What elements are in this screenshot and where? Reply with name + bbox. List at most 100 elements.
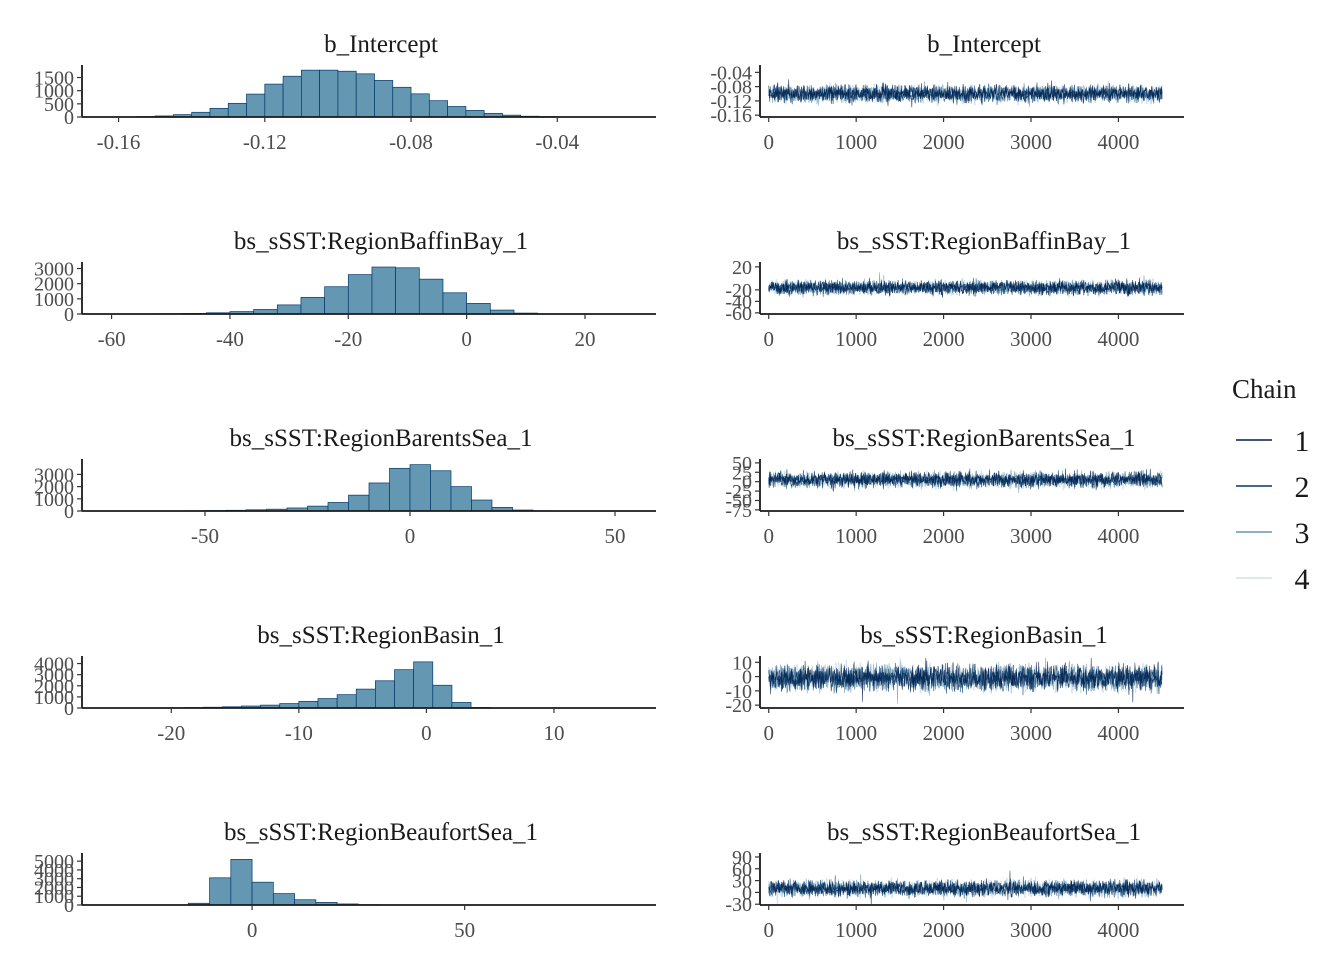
chain-1-trace [768, 878, 1163, 905]
panel-title: b_Intercept [324, 31, 438, 58]
panel-title: bs_sSST:RegionBaffinBay_1 [234, 228, 528, 255]
histogram-bar [471, 499, 493, 512]
x-tick-label: 3000 [1010, 327, 1052, 351]
chain-1-trace [768, 657, 1163, 703]
y-tick-label: 25 [732, 462, 752, 484]
x-tick-label: 2000 [923, 327, 965, 351]
x-tick-label: 0 [763, 130, 774, 154]
histogram-bar [395, 267, 420, 315]
panel-title: bs_sSST:RegionBaffinBay_1 [837, 228, 1131, 255]
y-tick-label: 0 [64, 698, 74, 720]
panel-title: bs_sSST:RegionBeaufortSea_1 [827, 819, 1141, 846]
histogram-bar [410, 93, 430, 118]
x-tick-label: 0 [247, 918, 258, 942]
histogram-bar [347, 274, 373, 315]
y-tick-label: -60 [725, 303, 752, 325]
histogram-bar [272, 893, 295, 906]
y-tick-label: 2000 [34, 477, 74, 499]
histogram-bar [394, 669, 414, 709]
chain-2-trace [768, 660, 1163, 696]
x-tick-label: 0 [461, 327, 472, 351]
y-tick-label: 1000 [34, 489, 74, 511]
x-tick-label: 4000 [1097, 918, 1139, 942]
y-tick-label: 3000 [34, 869, 74, 891]
histogram-bar [209, 877, 232, 906]
y-tick-label: 2000 [34, 676, 74, 698]
x-tick-label: 0 [763, 524, 774, 548]
y-tick-label: 4000 [34, 860, 74, 882]
histogram-bar [355, 73, 375, 118]
x-tick-label: 50 [605, 524, 626, 548]
histogram-bar [447, 106, 467, 118]
histogram-bar [413, 661, 434, 709]
histogram-bar [276, 304, 302, 315]
histogram-bar [327, 502, 349, 512]
y-tick-label: 0 [64, 895, 74, 917]
x-tick-label: 1000 [835, 721, 877, 745]
x-tick-label: 10 [543, 721, 564, 745]
histogram-bar [246, 93, 266, 118]
histogram-panel: b_Intercept -0.16 -0.12 -0.08 -0.04 050010001… [34, 31, 656, 154]
y-tick-label: -75 [725, 500, 752, 522]
x-tick-label: 20 [574, 327, 595, 351]
y-tick-label: 1000 [34, 289, 74, 311]
y-tick-label: 0 [742, 472, 752, 494]
histogram-bar [392, 86, 412, 118]
histogram-bar [371, 266, 396, 315]
x-tick-label: -50 [191, 524, 219, 548]
legend-title: Chain [1232, 374, 1297, 404]
legend-label-chain-2: 2 [1295, 471, 1310, 504]
y-tick-label: 1500 [34, 68, 74, 90]
histogram-bar [466, 303, 491, 315]
y-tick-label: 1000 [34, 81, 74, 103]
y-tick-label: -0.12 [710, 91, 752, 113]
chain-1-trace [768, 468, 1163, 492]
x-tick-label: 0 [763, 327, 774, 351]
histogram-bar [375, 680, 395, 709]
x-tick-label: -0.16 [97, 130, 141, 154]
panel-title: bs_sSST:RegionBarentsSea_1 [833, 425, 1136, 452]
histogram-bar [430, 470, 452, 512]
y-tick-label: -20 [725, 280, 752, 302]
x-tick-label: -10 [285, 721, 313, 745]
y-tick-label: 1000 [34, 687, 74, 709]
y-tick-label: 2000 [34, 274, 74, 296]
y-tick-label: 500 [44, 94, 74, 116]
histogram-bar [264, 83, 284, 118]
histogram-bar [282, 75, 302, 118]
histogram-bar [374, 80, 394, 118]
histogram-bar [432, 684, 453, 709]
histogram-bar [227, 102, 247, 118]
histogram-bar [355, 688, 376, 709]
histogram-bar [209, 107, 229, 118]
x-tick-label: -0.04 [535, 130, 579, 154]
x-tick-label: 4000 [1097, 524, 1139, 548]
chain-1-trace [768, 79, 1163, 108]
x-tick-label: 0 [421, 721, 432, 745]
y-tick-label: -50 [725, 490, 752, 512]
x-tick-label: 4000 [1097, 130, 1139, 154]
y-tick-label: 30 [732, 871, 752, 893]
panel-title: bs_sSST:RegionBasin_1 [860, 622, 1107, 649]
histogram-bar [389, 467, 411, 512]
panel-title: b_Intercept [927, 31, 1041, 58]
x-tick-label: 1000 [835, 130, 877, 154]
histogram-panel: bs_sSST:RegionBaffinBay_1-60 -40 -20 0 20010… [34, 228, 656, 351]
trace-panel: bs_sSST:RegionBaffinBay_1 0 1000 2000 3000 40… [725, 228, 1184, 351]
y-tick-label: 90 [732, 847, 752, 869]
y-tick-label: 5000 [34, 851, 74, 873]
y-tick-label: 3000 [34, 665, 74, 687]
x-tick-label: -60 [98, 327, 126, 351]
panel-title: bs_sSST:RegionBeaufortSea_1 [224, 819, 538, 846]
trace-panel: bs_sSST:RegionBarentsSea_1 0 1000 2000 3000 4… [725, 425, 1184, 548]
y-tick-label: -10 [725, 681, 752, 703]
histogram-panel: bs_sSST:RegionBeaufortSea_10 500100020003… [34, 819, 656, 942]
histogram-bar [317, 698, 338, 709]
histogram-bar [409, 464, 431, 512]
x-tick-label: 3000 [1010, 524, 1052, 548]
y-tick-label: 1000 [34, 886, 74, 908]
y-tick-label: -25 [725, 481, 752, 503]
x-tick-label: 3000 [1010, 721, 1052, 745]
y-tick-label: 0 [64, 501, 74, 523]
histogram-panel: bs_sSST:RegionBasin_1-20 -10 0 100100020003… [34, 622, 656, 745]
